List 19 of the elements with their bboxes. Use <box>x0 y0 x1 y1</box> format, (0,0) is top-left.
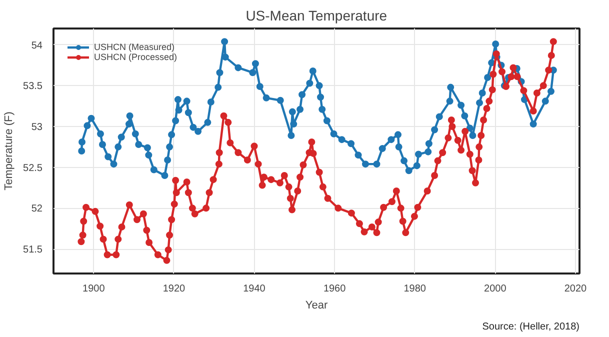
y-tick-label: 54 <box>31 40 43 52</box>
chart-title: US-Mean Temperature <box>246 8 388 24</box>
x-tick-label: 2000 <box>484 284 507 294</box>
x-tick-label: 1920 <box>162 284 186 294</box>
x-tick-label: 1940 <box>243 284 266 294</box>
source-note: Source: (Heller, 2018) <box>482 322 580 332</box>
y-tick-label: 53 <box>31 122 43 133</box>
y-tick-label: 53.5 <box>23 81 43 92</box>
x-tick-label: 1900 <box>82 284 106 294</box>
legend-label: USHCN (Processed) <box>94 52 178 62</box>
x-tick-label: 1980 <box>404 284 426 294</box>
legend-label: USHCN (Measured) <box>94 42 175 52</box>
y-tick-label: 51.5 <box>23 244 43 256</box>
x-tick-label: 1960 <box>323 284 346 294</box>
x-tick-label: 2020 <box>564 284 588 294</box>
x-axis-title: Year <box>305 300 328 312</box>
y-axis-title: Temperature (F) <box>3 112 16 190</box>
y-tick-label: 52 <box>31 204 43 215</box>
y-tick-label: 52.5 <box>23 162 43 174</box>
